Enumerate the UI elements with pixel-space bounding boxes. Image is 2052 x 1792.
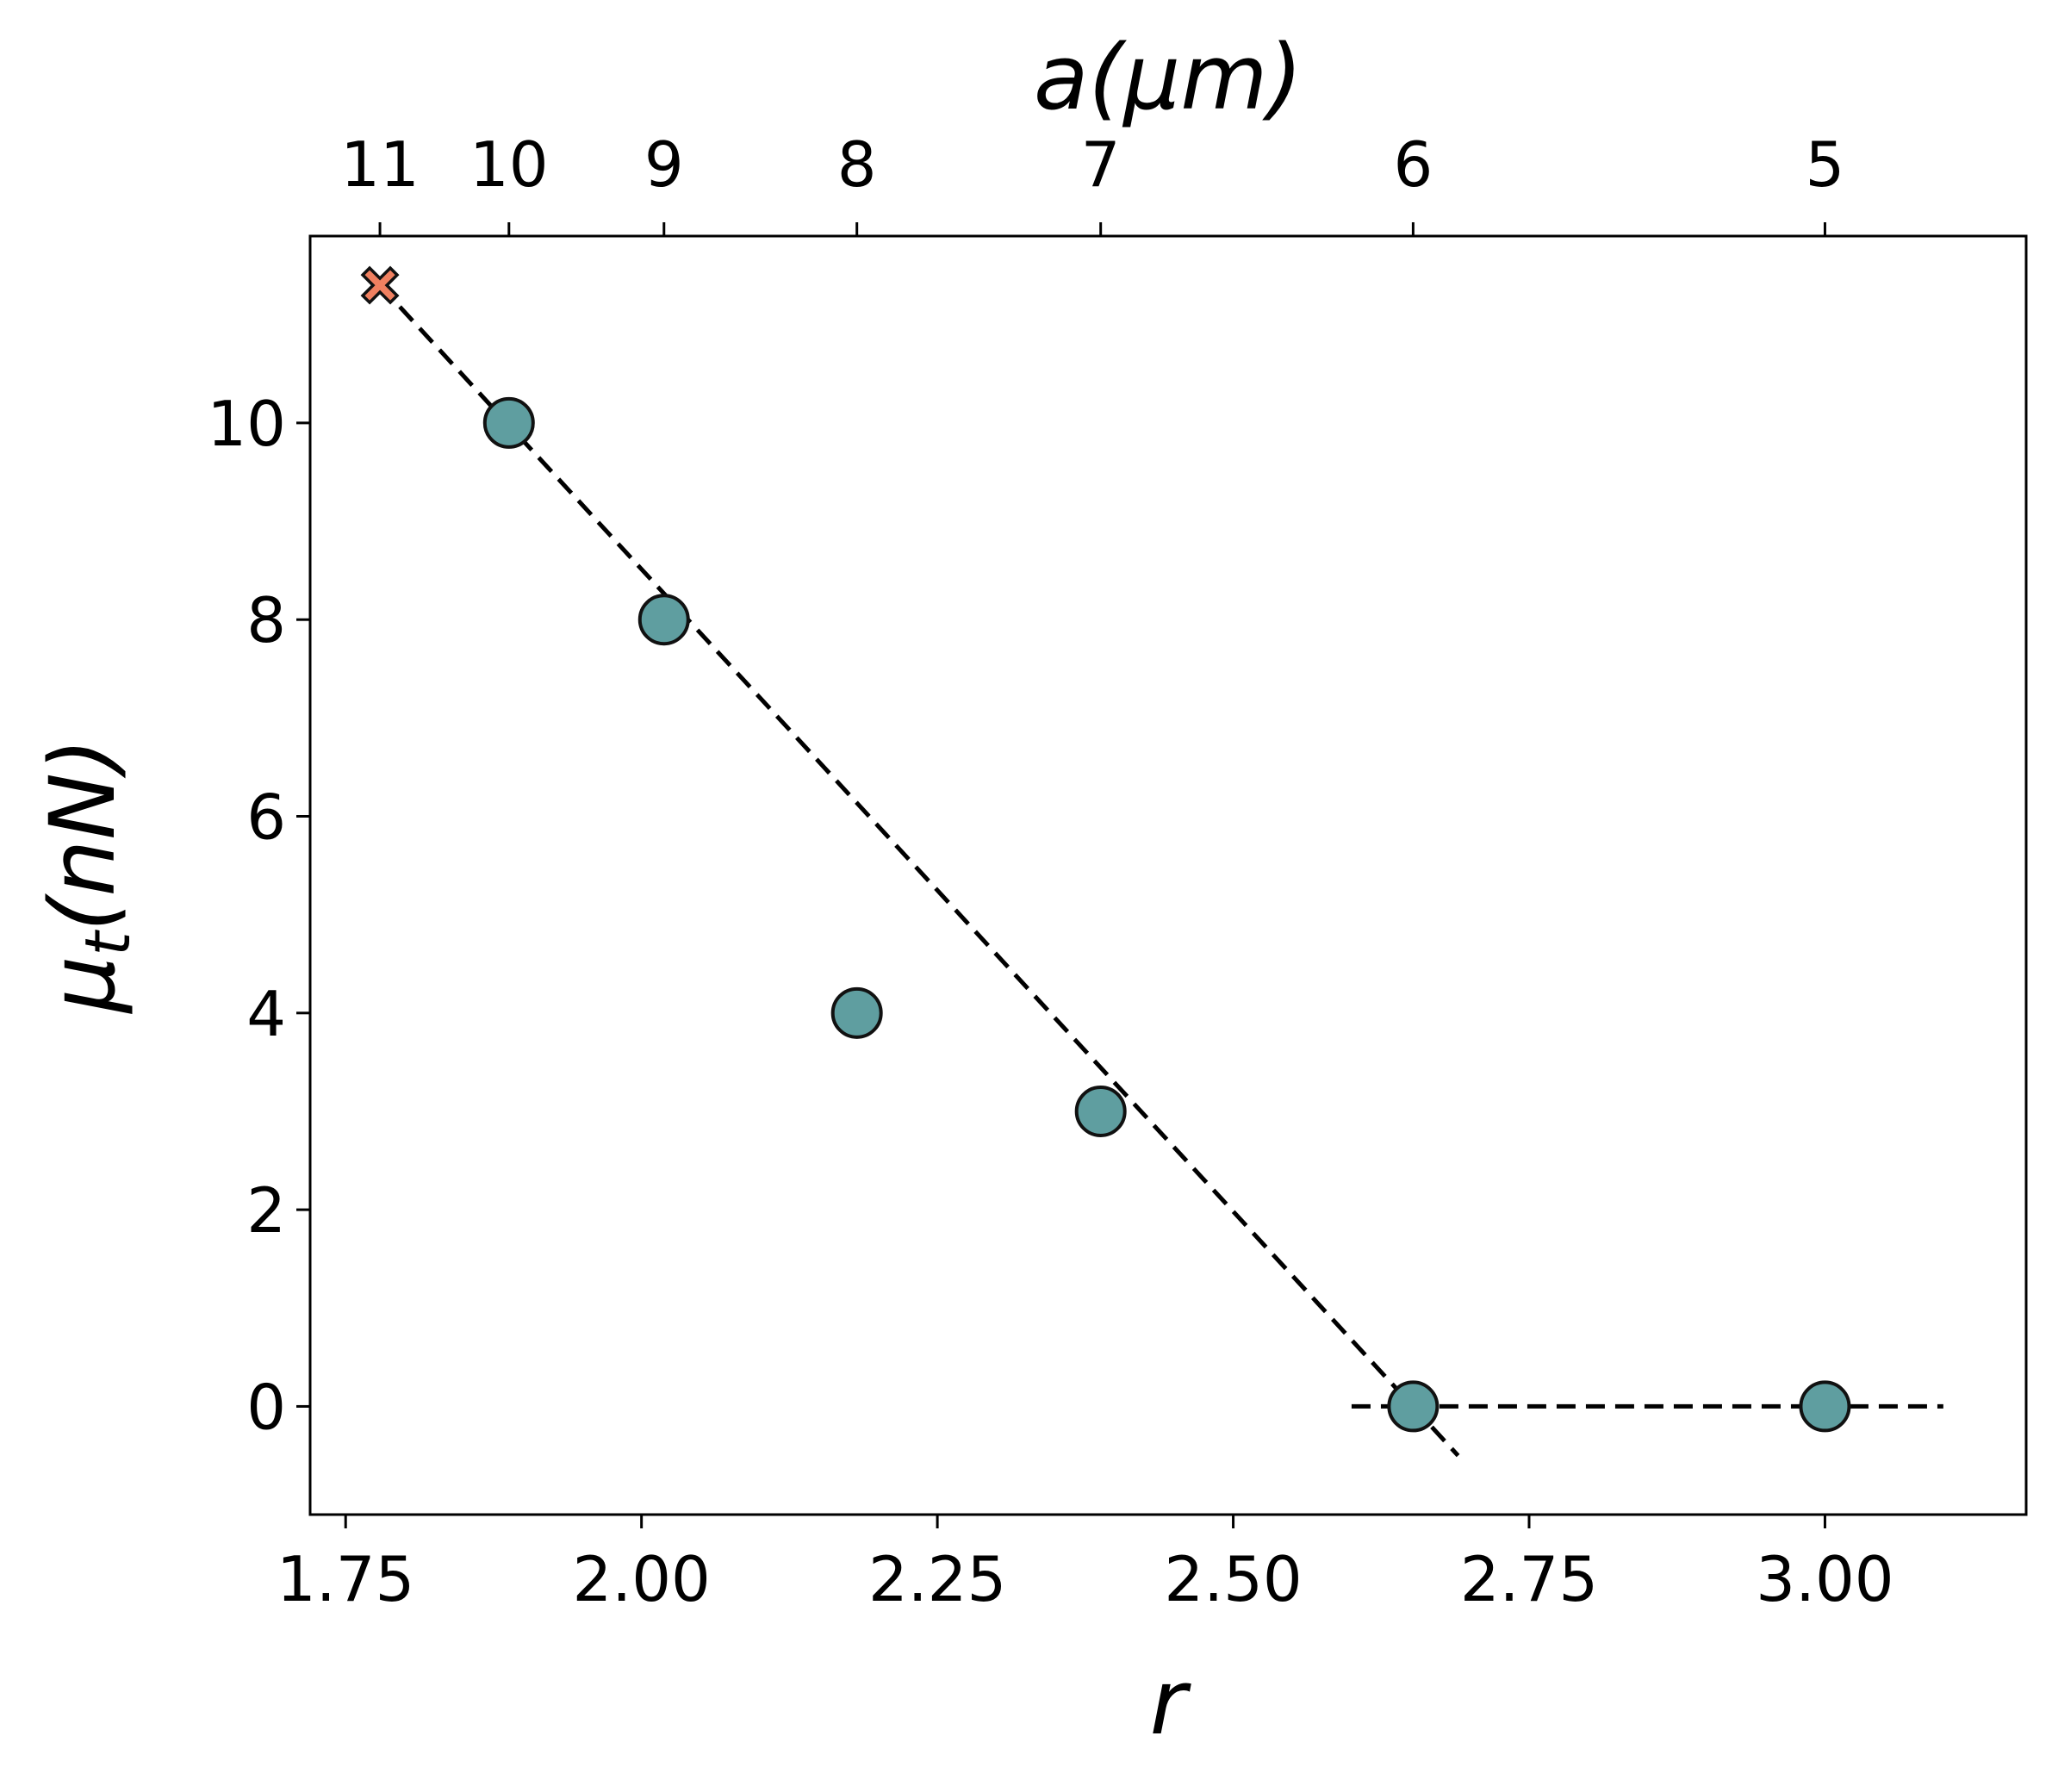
plot-frame	[308, 234, 2028, 1516]
data-point	[1074, 1085, 1127, 1137]
data-point	[1387, 1380, 1440, 1433]
data-point	[482, 396, 535, 449]
top-tick-label: 7	[1081, 128, 1121, 201]
bottom-x-axis: 1.75 2.00 2.25 2.50 2.75 3.00	[277, 1515, 1894, 1615]
fit-lines-layer	[378, 283, 1943, 1458]
top-x-axis: 11 10 9 8 7 6 5	[340, 128, 1844, 236]
x-tick-label: 2.25	[868, 1543, 1006, 1615]
y-axis-unit: (nN)	[30, 737, 135, 931]
y-axis-subscript: t	[72, 929, 144, 955]
top-tick-label: 6	[1393, 128, 1433, 201]
y-tick-label: 0	[246, 1371, 286, 1443]
y-tick-label: 6	[246, 781, 286, 854]
x-tick-label: 2.50	[1164, 1543, 1302, 1615]
dashed-fit-line	[378, 283, 1460, 1458]
x-tick-label: 2.75	[1460, 1543, 1598, 1615]
data-point-x-marker	[360, 265, 400, 305]
top-tick-label: 10	[469, 128, 549, 201]
data-points-layer	[360, 265, 1851, 1433]
x-axis-title: r	[1150, 1650, 1192, 1755]
top-tick-label: 9	[644, 128, 684, 201]
y-tick-label: 8	[246, 584, 286, 656]
data-point	[637, 594, 690, 646]
y-tick-label: 10	[207, 388, 286, 460]
top-tick-label: 5	[1806, 128, 1845, 201]
y-axis-symbol: μ	[30, 955, 135, 1014]
y-axis: 0 2 4 6 8 10	[207, 388, 310, 1443]
x-tick-label: 1.75	[277, 1543, 414, 1615]
top-tick-label: 11	[340, 128, 420, 201]
x-tick-label: 3.00	[1756, 1543, 1893, 1615]
x-tick-label: 2.00	[573, 1543, 711, 1615]
y-axis-title: μt(nN)	[30, 737, 144, 1014]
data-point	[1799, 1380, 1851, 1433]
y-tick-label: 4	[246, 978, 286, 1050]
data-point	[830, 986, 883, 1039]
top-axis-title: a(μm)	[1034, 25, 1303, 130]
y-tick-label: 2	[246, 1174, 286, 1247]
top-tick-label: 8	[837, 128, 877, 201]
